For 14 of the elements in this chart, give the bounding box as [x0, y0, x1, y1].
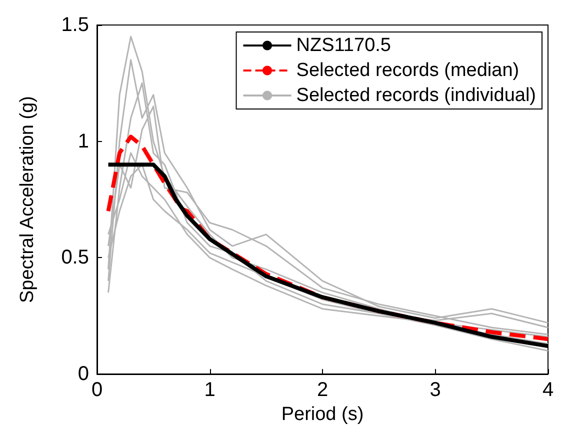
x-tick-label: 1 [204, 379, 216, 401]
legend-label: Selected records (median) [296, 60, 520, 81]
legend-label: NZS1170.5 [296, 35, 391, 56]
y-axis-title: Spectral Acceleration (g) [17, 96, 38, 303]
x-tick-label: 3 [430, 379, 441, 401]
legend-label: Selected records (individual) [296, 85, 536, 106]
x-tick-label: 0 [91, 379, 103, 401]
x-axis-title: Period (s) [281, 404, 364, 425]
y-tick-label: 0.5 [61, 246, 89, 269]
x-tick-label: 4 [542, 379, 554, 401]
x-tick-label: 2 [316, 379, 328, 401]
y-tick-label: 1 [78, 130, 89, 152]
y-tick-label: 1.5 [61, 14, 89, 36]
y-tick-label: 0 [78, 363, 89, 385]
